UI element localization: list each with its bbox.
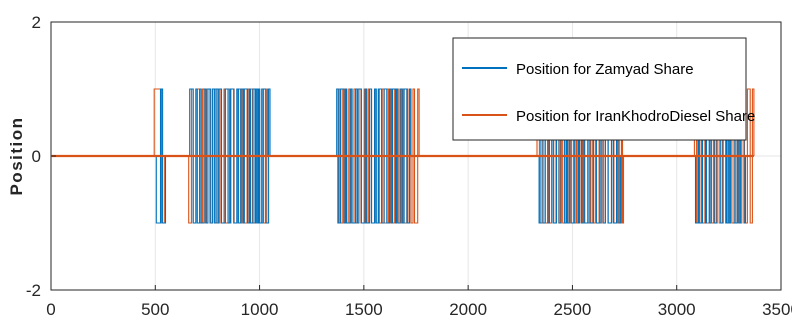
x-tick-label: 3000 (658, 300, 696, 319)
x-tick-label: 2000 (449, 300, 487, 319)
y-tick-label: 2 (32, 13, 41, 32)
x-tick-label: 0 (46, 300, 55, 319)
legend-label-irankhodro: Position for IranKhodroDiesel Share (516, 108, 755, 125)
y-axis-label: Position (7, 116, 26, 195)
x-tick-label: 2500 (554, 300, 592, 319)
y-tick-label: 0 (32, 147, 41, 166)
y-tick-label: -2 (26, 281, 41, 300)
legend-label-zamyad: Position for Zamyad Share (516, 61, 694, 78)
tick-layer: 0 500 1000 1500 2000 2500 3000 3500 -2 0 2 (26, 13, 792, 319)
x-tick-label: 1000 (241, 300, 279, 319)
x-tick-label: 1500 (345, 300, 383, 319)
x-tick-label: 3500 (762, 300, 792, 319)
x-tick-label: 500 (141, 300, 169, 319)
legend-box (452, 37, 747, 141)
legend: Position for Zamyad Share Position for I… (452, 37, 755, 141)
